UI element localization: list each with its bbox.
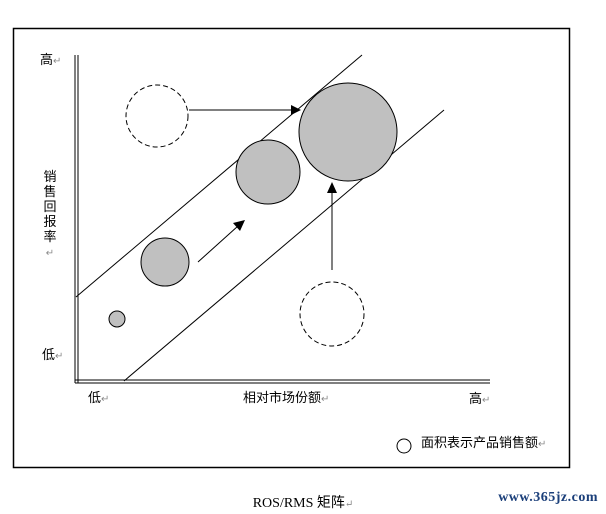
arrow-to-largest-horizontal: [189, 105, 301, 115]
bubble-large: [235, 139, 301, 205]
diagram-border: [12, 27, 571, 469]
bubble-medium: [140, 237, 190, 287]
x-axis: [75, 379, 490, 384]
dashed-circle-bottom-right: [299, 281, 365, 347]
y-axis-low-label: 低↵: [42, 348, 64, 363]
x-axis-high-label: 高↵: [469, 392, 491, 407]
x-axis-title: 相对市场份额↵: [243, 391, 330, 406]
y-axis: [74, 55, 79, 383]
bubble-small: [108, 310, 126, 328]
watermark: www.365jz.com: [498, 490, 598, 505]
x-axis-low-label: 低↵: [88, 391, 110, 406]
dashed-circle-top-left: [125, 84, 189, 148]
arrow-diagonal-up: [197, 220, 245, 263]
arrow-vertical-up: [327, 182, 337, 270]
bubble-largest: [298, 82, 398, 182]
band-upper-line: [75, 54, 363, 298]
legend-label: 面积表示产品销售额↵: [421, 436, 547, 451]
figure-caption: ROS/RMS 矩阵↵: [252, 496, 354, 511]
legend-circle-icon: [396, 438, 412, 454]
y-axis-title: 销售回报率↵: [43, 170, 57, 259]
y-axis-high-label: 高↵: [40, 53, 62, 68]
